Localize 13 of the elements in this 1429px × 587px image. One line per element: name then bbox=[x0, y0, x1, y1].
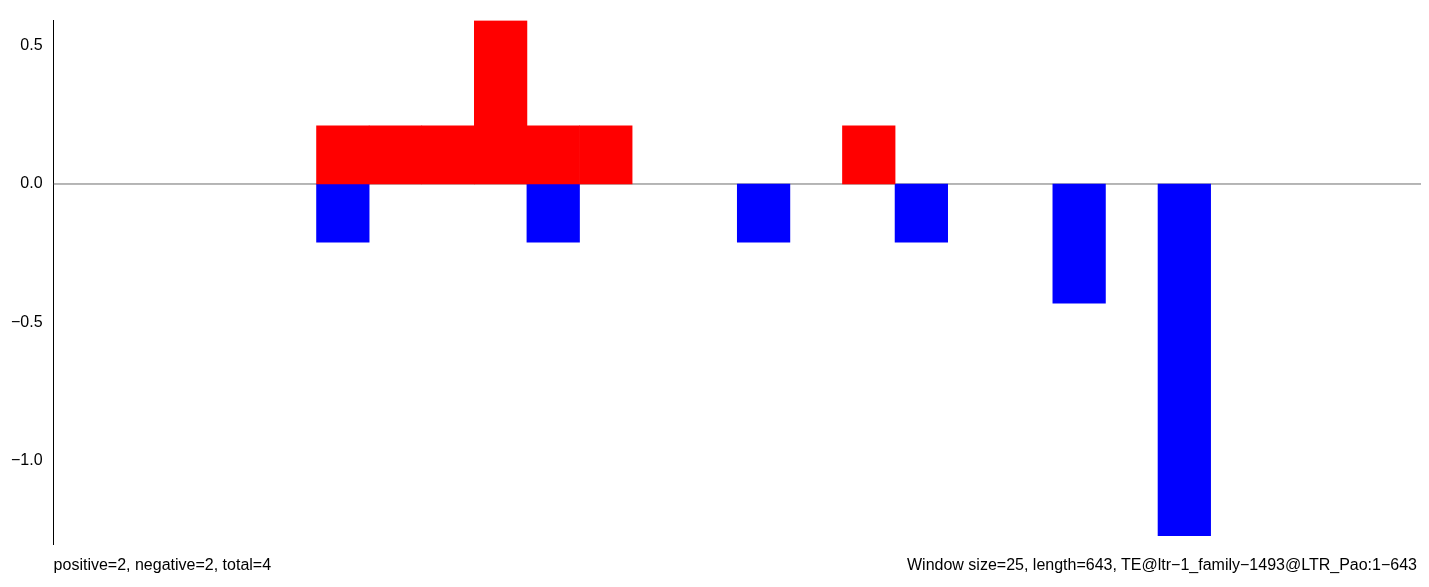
y-tick-label: −0.5 bbox=[10, 312, 43, 330]
bar bbox=[736, 183, 791, 243]
y-tick-label: −1.0 bbox=[10, 451, 43, 469]
bar bbox=[526, 183, 580, 243]
bar bbox=[894, 183, 948, 243]
text: Window size=25, length=643, TE@ltr−1_family−1493@LTR_Pao:1−643 bbox=[907, 556, 1418, 574]
bar bbox=[1157, 183, 1211, 537]
y-tick-label: 0.0 bbox=[20, 174, 43, 192]
bar bbox=[1052, 183, 1106, 304]
y-tick-label: 0.5 bbox=[20, 35, 43, 53]
bar bbox=[316, 183, 370, 243]
text: positive=2, negative=2, total=4 bbox=[53, 556, 272, 573]
bar bbox=[842, 125, 896, 185]
